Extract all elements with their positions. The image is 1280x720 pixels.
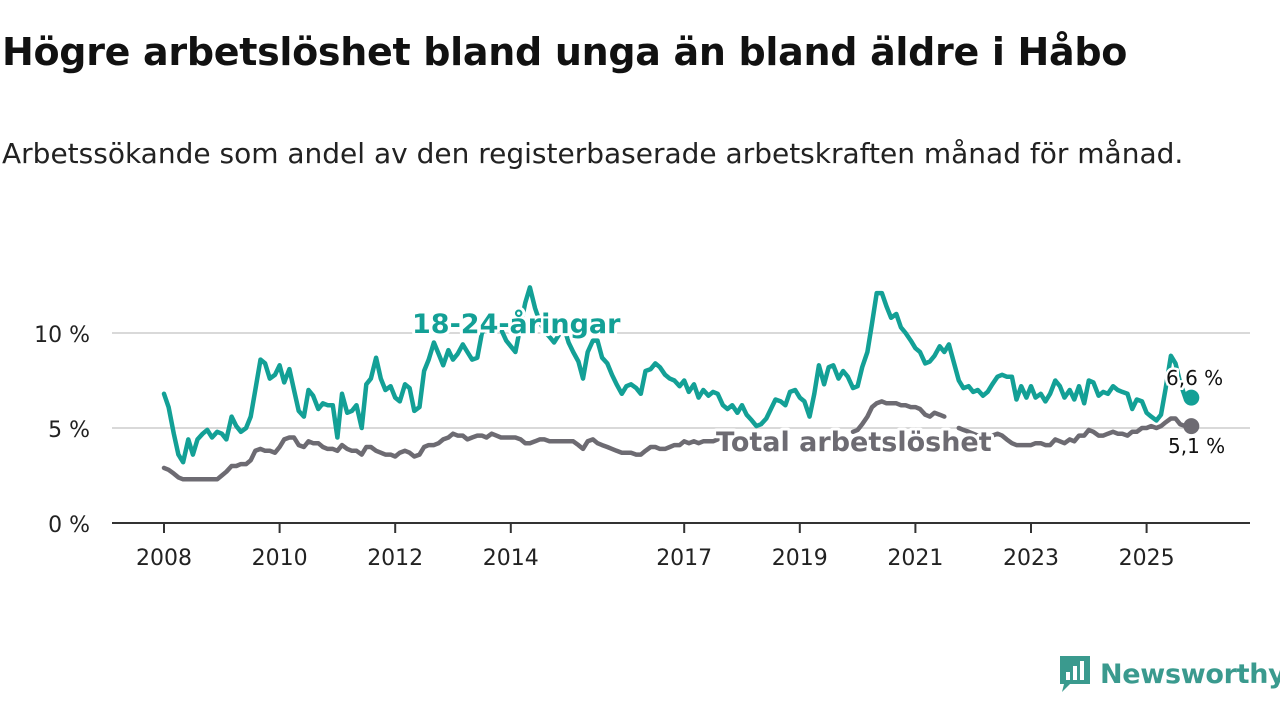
x-tick-label: 2019 <box>772 546 828 571</box>
end-label-youth: 6,6 % <box>1166 366 1223 390</box>
chart-subtitle: Arbetssökande som andel av den registerb… <box>2 137 1184 170</box>
brand-name: Newsworthy <box>1100 658 1280 690</box>
x-tick-label: 2023 <box>1003 546 1059 571</box>
x-tick-label: 2014 <box>483 546 539 571</box>
x-axis: 2008 2010 2012 2014 2017 2019 2021 2023 2025 <box>112 522 1250 571</box>
x-tick-label: 2025 <box>1119 546 1175 571</box>
x-tick-label: 2012 <box>367 546 423 571</box>
end-label-total: 5,1 % <box>1168 434 1225 458</box>
chart-title: Högre arbetslöshet bland unga än bland ä… <box>2 30 1128 74</box>
series-label-youth: 18-24-åringar <box>412 308 621 340</box>
end-dot-total <box>1183 418 1200 435</box>
series-lines <box>161 285 1188 482</box>
series-line-total <box>956 416 1188 448</box>
newsworthy-brand: Newsworthy <box>1058 654 1280 694</box>
series-label-total: Total arbetslöshet <box>716 427 992 458</box>
y-axis: 0 % 5 % 10 % <box>34 323 90 538</box>
y-tick-label: 5 % <box>48 418 90 443</box>
x-tick-label: 2008 <box>136 546 192 571</box>
y-tick-label: 0 % <box>48 513 90 538</box>
series-line-youth <box>161 285 1188 465</box>
end-dot-youth <box>1183 389 1200 406</box>
x-tick-label: 2021 <box>887 546 943 571</box>
series-line-total <box>850 399 947 435</box>
series-line-total <box>161 431 720 482</box>
series-labels: 18-24-åringar Total arbetslöshet 6,6 % 5,1 … <box>409 305 1228 461</box>
gridlines <box>112 332 1250 429</box>
newsworthy-logo-icon <box>1060 656 1090 692</box>
x-tick-label: 2017 <box>656 546 712 571</box>
x-tick-label: 2010 <box>252 546 308 571</box>
y-tick-label: 10 % <box>34 323 90 348</box>
